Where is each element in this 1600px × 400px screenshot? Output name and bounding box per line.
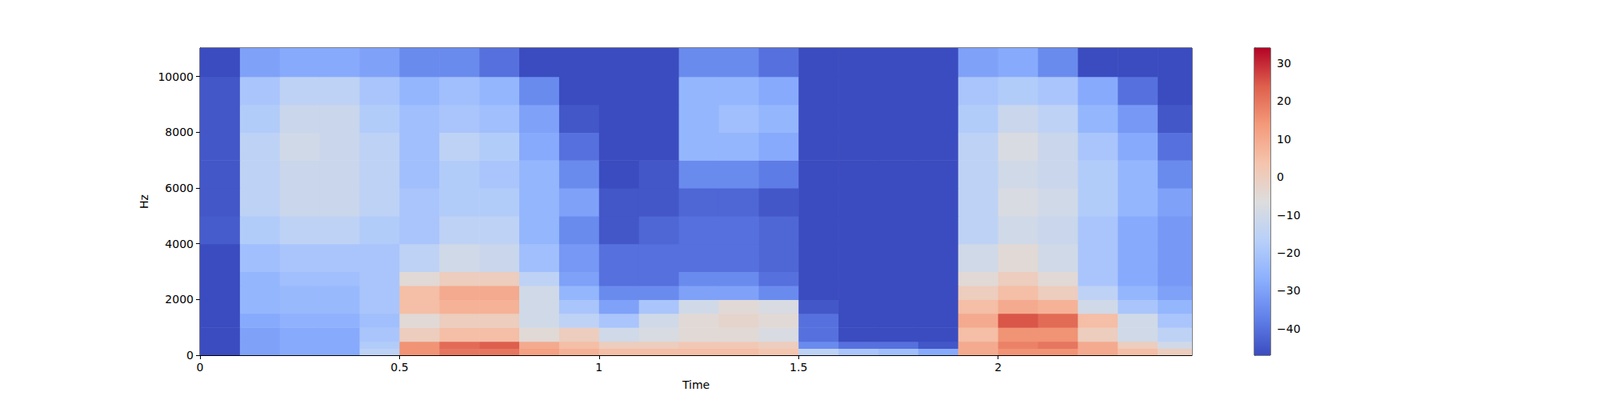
svg-text:10000: 10000 (157, 70, 194, 84)
svg-text:−20: −20 (1276, 246, 1301, 260)
svg-text:−30: −30 (1276, 284, 1301, 297)
svg-text:Hz: Hz (137, 194, 151, 209)
svg-text:6000: 6000 (164, 181, 194, 195)
svg-text:2000: 2000 (164, 292, 194, 306)
svg-text:0.5: 0.5 (390, 360, 408, 374)
svg-text:0: 0 (1276, 170, 1284, 184)
svg-text:1: 1 (595, 360, 603, 374)
svg-text:Time: Time (681, 378, 710, 392)
svg-text:10: 10 (1276, 132, 1292, 146)
svg-text:20: 20 (1276, 94, 1292, 108)
svg-text:8000: 8000 (164, 125, 194, 139)
svg-text:0: 0 (186, 348, 194, 362)
svg-text:−40: −40 (1276, 322, 1301, 336)
svg-text:30: 30 (1276, 56, 1292, 70)
svg-text:1.5: 1.5 (789, 360, 808, 374)
svg-text:0: 0 (196, 360, 204, 374)
svg-text:−10: −10 (1276, 208, 1301, 222)
svg-text:2: 2 (994, 360, 1002, 374)
svg-text:4000: 4000 (164, 237, 194, 251)
